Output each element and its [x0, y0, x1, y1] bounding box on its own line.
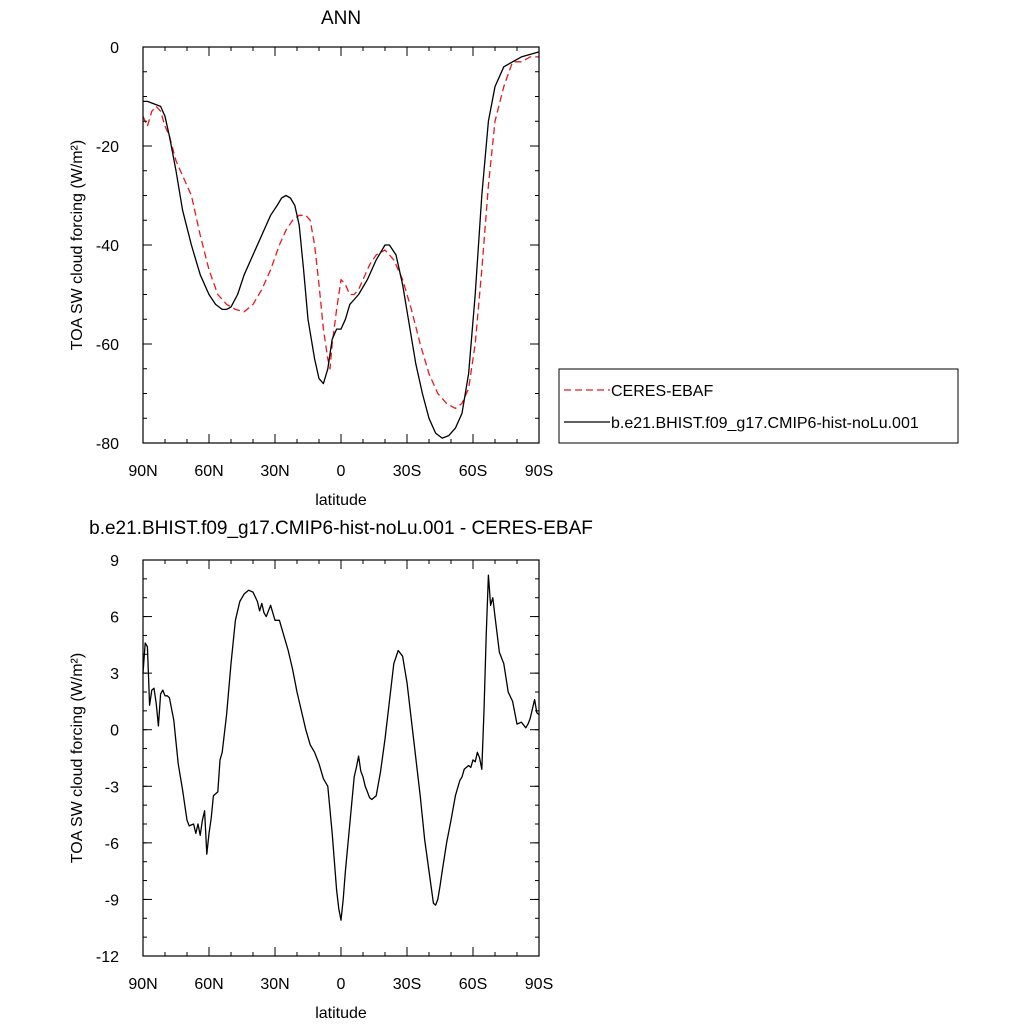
- top-y-tick-label: -80: [96, 436, 119, 453]
- bottom-y-tick-label: 6: [110, 610, 119, 627]
- legend-label-model: b.e21.BHIST.f09_g17.CMIP6-hist-noLu.001: [611, 415, 919, 432]
- legend-box: [558, 368, 959, 444]
- top-x-tick-label: 0: [337, 463, 346, 480]
- bottom-y-tick-label: 3: [110, 666, 119, 683]
- top-x-tick-label: 30N: [260, 463, 289, 480]
- top-y-tick-label: 0: [110, 40, 119, 57]
- top-x-tick-label: 60S: [459, 463, 487, 480]
- top-x-tick-label: 90N: [128, 463, 157, 480]
- bottom-y-tick-label: 0: [110, 723, 119, 740]
- top-x-tick-label: 90S: [525, 463, 553, 480]
- bottom-chart-panel: b.e21.BHIST.f09_g17.CMIP6-hist-noLu.001 …: [69, 518, 593, 1022]
- bottom-y-tick-label: -12: [96, 949, 119, 966]
- bottom-y-axis-label: TOA SW cloud forcing (W/m²): [69, 653, 86, 863]
- bottom-y-tick-label: 9: [110, 553, 119, 570]
- bottom-y-axis: 9 6 3 0 -3 -6 -9 -12: [96, 553, 539, 966]
- bottom-x-tick-label: 0: [337, 976, 346, 993]
- bottom-y-tick-label: -9: [105, 892, 119, 909]
- bottom-x-tick-label: 60N: [194, 976, 223, 993]
- bottom-x-tick-label: 90N: [128, 976, 157, 993]
- legend-label-ceres: CERES-EBAF: [611, 383, 713, 400]
- top-series-layer: [142, 51, 540, 439]
- bottom-chart-title: b.e21.BHIST.f09_g17.CMIP6-hist-noLu.001 …: [89, 518, 593, 539]
- top-series-line-1: [143, 51, 540, 439]
- bottom-x-tick-label: 90S: [525, 976, 553, 993]
- bottom-x-tick-label: 30N: [260, 976, 289, 993]
- bottom-y-tick-label: -6: [105, 836, 119, 853]
- bottom-x-axis: 90N 60N 30N 0 30S 60S 90S: [128, 560, 553, 993]
- bottom-x-tick-label: 30S: [393, 976, 421, 993]
- top-x-axis: 90N 60N 30N 0 30S 60S 90S: [128, 47, 553, 480]
- top-y-tick-label: -20: [96, 139, 119, 156]
- top-chart-title: ANN: [321, 8, 361, 29]
- top-y-axis-label: TOA SW cloud forcing (W/m²): [69, 140, 86, 350]
- top-x-axis-label: latitude: [315, 492, 367, 509]
- top-y-tick-label: -40: [96, 238, 119, 255]
- top-chart-panel: ANN 0 -20 -40 -60 -80 90N 60N 30N 0 30S 60S 90S la…: [69, 8, 959, 509]
- legend: CERES-EBAF b.e21.BHIST.f09_g17.CMIP6-his…: [558, 368, 959, 444]
- bottom-y-tick-label: -3: [105, 779, 119, 796]
- bottom-series-line-0: [142, 574, 540, 921]
- bottom-series-layer: [142, 574, 540, 921]
- bottom-x-tick-label: 60S: [459, 976, 487, 993]
- top-y-axis: 0 -20 -40 -60 -80: [96, 40, 539, 453]
- top-y-tick-label: -60: [96, 337, 119, 354]
- top-x-tick-label: 60N: [194, 463, 223, 480]
- bottom-x-axis-label: latitude: [315, 1005, 367, 1022]
- top-series-line-0: [142, 56, 539, 410]
- top-x-tick-label: 30S: [393, 463, 421, 480]
